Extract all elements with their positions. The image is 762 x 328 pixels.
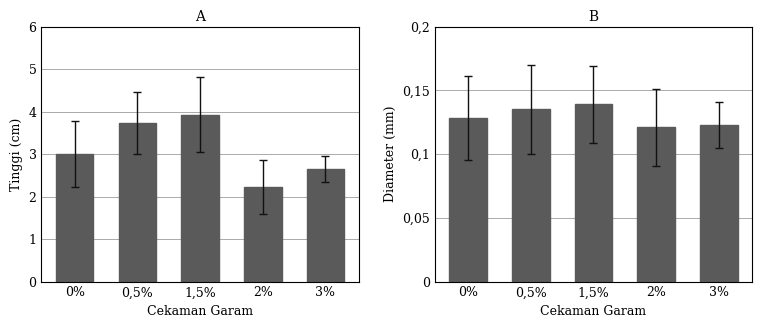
Bar: [637, 127, 675, 281]
Bar: [575, 104, 612, 281]
Bar: [512, 110, 549, 281]
Bar: [119, 123, 156, 281]
Y-axis label: Tinggi (cm): Tinggi (cm): [10, 117, 23, 191]
Y-axis label: Diameter (mm): Diameter (mm): [383, 106, 397, 202]
X-axis label: Cekaman Garam: Cekaman Garam: [147, 305, 253, 318]
Title: B: B: [588, 10, 598, 24]
X-axis label: Cekaman Garam: Cekaman Garam: [540, 305, 646, 318]
Bar: [181, 114, 219, 281]
Bar: [306, 169, 344, 281]
Bar: [56, 154, 94, 281]
Bar: [244, 187, 281, 281]
Bar: [450, 118, 487, 281]
Title: A: A: [195, 10, 205, 24]
Bar: [700, 125, 738, 281]
